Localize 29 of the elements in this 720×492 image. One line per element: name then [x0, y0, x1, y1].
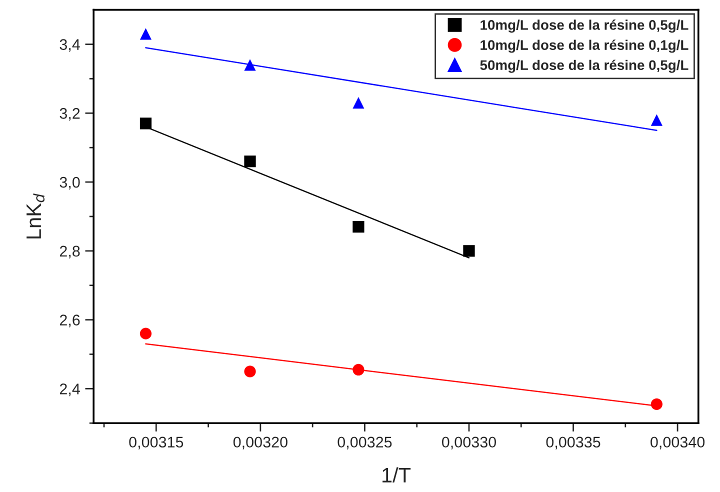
y-tick-label: 3,0: [60, 176, 80, 190]
point: [140, 118, 152, 130]
y-tick-label: 2,8: [60, 246, 80, 258]
legend-label: 50mg/L dose de la résine 0,5g/L: [480, 60, 688, 73]
point: [244, 59, 256, 71]
point: [352, 97, 364, 109]
y-tick-label: 3,4: [60, 39, 80, 52]
y-tick-label: 2,6: [60, 314, 80, 328]
x-tick-label: 0,00320: [233, 436, 288, 450]
y-tick-label: 3,2: [60, 108, 80, 121]
legend-label: 10mg/L dose de la résine 0,5g/L: [480, 20, 688, 33]
legend-label: 10mg/L dose de la résine 0,1g/L: [480, 40, 688, 53]
point: [244, 366, 256, 378]
x-tick-label: 0,00335: [546, 436, 600, 450]
x-tick-label: 0,00315: [129, 436, 184, 450]
y-tick-label: 2,4: [60, 384, 80, 396]
y-axis-title: LnK$_{d}$: [26, 194, 45, 238]
x-tick-label: 0,00325: [338, 436, 392, 450]
x-tick-label: 0,00340: [650, 436, 705, 450]
point: [140, 328, 152, 340]
x-tick-label: 0,00330: [442, 436, 496, 450]
point: [463, 245, 475, 257]
point: [140, 28, 152, 40]
point: [352, 364, 364, 376]
point: [244, 156, 256, 168]
point: [650, 398, 662, 410]
x-axis-title: 1/T: [382, 467, 411, 483]
point: [352, 221, 364, 233]
point: [650, 114, 662, 126]
